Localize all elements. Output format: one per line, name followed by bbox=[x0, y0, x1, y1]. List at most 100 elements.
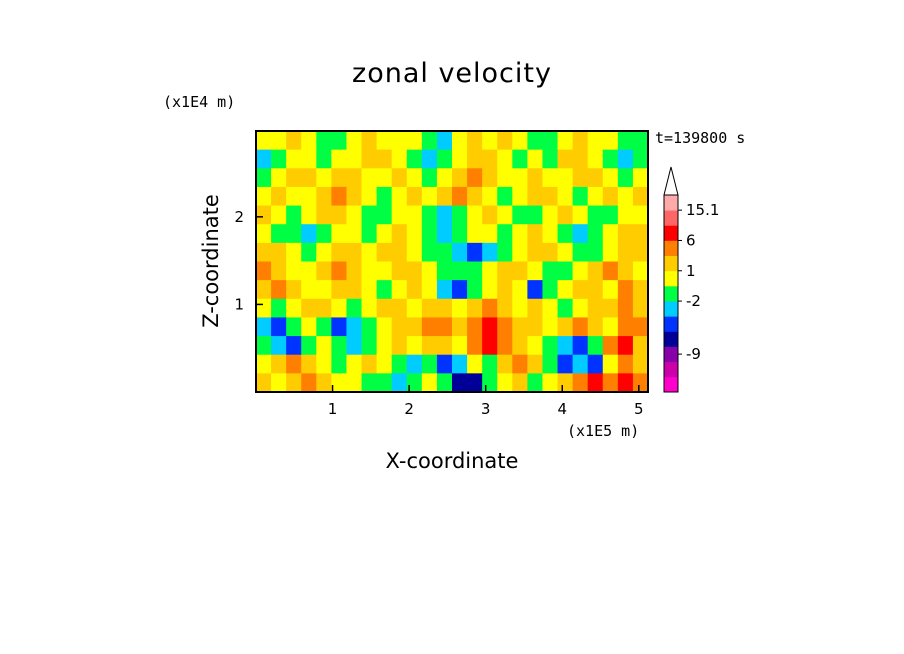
field-cell bbox=[497, 205, 513, 225]
field-cell bbox=[286, 317, 302, 337]
field-cell bbox=[602, 336, 619, 356]
field-cell bbox=[301, 280, 317, 300]
field-cell bbox=[361, 373, 378, 393]
field-cell bbox=[256, 298, 272, 319]
field-cell bbox=[497, 168, 513, 188]
field-cell bbox=[361, 168, 378, 188]
x-axis-unit-label: (x1E5 m) bbox=[567, 422, 640, 440]
field-cell bbox=[301, 242, 317, 263]
field-cell bbox=[271, 205, 287, 225]
field-cell bbox=[587, 149, 604, 169]
field-cell bbox=[316, 298, 332, 319]
field-cell bbox=[361, 242, 378, 263]
field-cell bbox=[632, 224, 649, 244]
field-cell bbox=[617, 242, 634, 263]
field-cell bbox=[256, 373, 272, 393]
field-cell bbox=[497, 373, 513, 393]
field-cell bbox=[361, 354, 378, 374]
field-cell bbox=[346, 261, 363, 281]
field-cell bbox=[527, 149, 544, 169]
field-cell bbox=[436, 149, 453, 169]
field-cell bbox=[436, 298, 453, 319]
field-cell bbox=[617, 131, 634, 151]
field-cell bbox=[482, 224, 498, 244]
field-cell bbox=[286, 205, 302, 225]
field-cell bbox=[467, 280, 483, 300]
field-cell bbox=[512, 354, 528, 374]
x-axis: 1 2 3 4 5 bbox=[328, 385, 644, 418]
field-cell bbox=[436, 261, 453, 281]
field-cell bbox=[602, 373, 619, 393]
field-cell bbox=[557, 131, 574, 151]
field-cell bbox=[376, 149, 393, 169]
field-cell bbox=[406, 373, 423, 393]
field-cell bbox=[286, 261, 302, 281]
field-cell bbox=[271, 354, 287, 374]
field-cell bbox=[391, 168, 408, 188]
field-cell bbox=[482, 205, 498, 225]
field-cell bbox=[632, 168, 649, 188]
field-cell bbox=[572, 186, 589, 207]
field-cell bbox=[527, 354, 544, 374]
field-cell bbox=[512, 168, 528, 188]
field-cell bbox=[602, 280, 619, 300]
field-cell bbox=[512, 373, 528, 393]
field-cell bbox=[286, 242, 302, 263]
field-cell bbox=[452, 168, 468, 188]
field-cell bbox=[632, 205, 649, 225]
field-cell bbox=[271, 168, 287, 188]
field-cell bbox=[527, 131, 544, 151]
field-cell bbox=[301, 168, 317, 188]
field-cell bbox=[301, 131, 317, 151]
field-cell bbox=[632, 354, 649, 374]
chart-title: zonal velocity bbox=[352, 58, 552, 89]
field-cell bbox=[286, 280, 302, 300]
colorbar-label: 1 bbox=[686, 262, 696, 280]
x-tick-label: 5 bbox=[634, 400, 644, 418]
field-cell bbox=[632, 336, 649, 356]
field-cell bbox=[301, 261, 317, 281]
field-cell bbox=[271, 131, 287, 151]
field-cell bbox=[316, 131, 332, 151]
field-cell bbox=[256, 336, 272, 356]
field-cell bbox=[632, 261, 649, 281]
colorbar-label: -9 bbox=[686, 345, 701, 363]
field-cell bbox=[346, 168, 363, 188]
field-cell bbox=[557, 336, 574, 356]
colorbar-swatch bbox=[664, 270, 678, 287]
field-cell bbox=[436, 373, 453, 393]
colorbar-extend-triangle bbox=[663, 166, 679, 196]
field-cell bbox=[572, 373, 589, 393]
field-cell bbox=[512, 242, 528, 263]
field-cell bbox=[557, 354, 574, 374]
field-cell bbox=[542, 261, 559, 281]
field-cell bbox=[542, 242, 559, 263]
field-cell bbox=[256, 354, 272, 374]
field-cell bbox=[316, 280, 332, 300]
field-cell bbox=[346, 186, 363, 207]
field-cell bbox=[497, 186, 513, 207]
field-cell bbox=[497, 280, 513, 300]
field-cell bbox=[406, 186, 423, 207]
field-cell bbox=[512, 149, 528, 169]
field-cell bbox=[316, 317, 332, 337]
colorbar-label: 6 bbox=[686, 231, 696, 249]
field-cell bbox=[376, 224, 393, 244]
field-cell bbox=[602, 298, 619, 319]
field-cell bbox=[376, 298, 393, 319]
field-cell bbox=[436, 317, 453, 337]
field-cell bbox=[361, 224, 378, 244]
field-cell bbox=[467, 298, 483, 319]
field-cell bbox=[542, 149, 559, 169]
field-cell bbox=[406, 205, 423, 225]
field-cell bbox=[557, 186, 574, 207]
field-cell bbox=[376, 242, 393, 263]
colorbar-label: 15.1 bbox=[686, 201, 719, 219]
x-tick-label: 2 bbox=[404, 400, 414, 418]
field-cell bbox=[316, 205, 332, 225]
field-cell bbox=[316, 186, 332, 207]
field-cell bbox=[316, 224, 332, 244]
field-cell bbox=[421, 336, 438, 356]
field-cell bbox=[572, 242, 589, 263]
field-cell bbox=[316, 336, 332, 356]
